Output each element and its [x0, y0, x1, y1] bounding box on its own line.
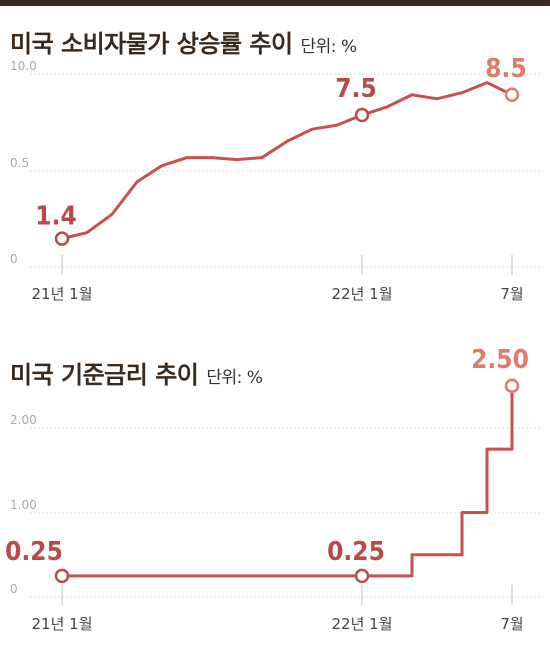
data-label: 8.5	[485, 54, 526, 84]
data-label: 0.25	[5, 537, 63, 567]
y-tick-label: 10.0	[10, 59, 37, 73]
data-point-marker	[354, 568, 370, 584]
x-tick-label: 21년 1월	[32, 615, 93, 633]
interest-rate-step-chart: 2.00 1.00 0 21년 1월 22년 1월 7월 0.25 0.25 2.50	[5, 345, 540, 633]
x-tick-label: 21년 1월	[32, 285, 93, 303]
top-bar	[0, 0, 550, 6]
x-tick-label: 7월	[500, 285, 523, 303]
data-label: 0.25	[327, 537, 385, 567]
cpi-unit-label: 단위: %	[300, 37, 358, 57]
rate-title-text: 미국 기준금리 추이	[10, 361, 199, 389]
data-point-marker	[54, 231, 70, 246]
x-tick-label: 7월	[500, 615, 523, 633]
data-label: 7.5	[335, 74, 376, 104]
data-label: 1.4	[35, 202, 76, 232]
x-tick-label: 22년 1월	[332, 285, 393, 303]
series-line	[62, 385, 514, 578]
data-point-marker	[354, 107, 370, 123]
series-line	[61, 81, 513, 241]
y-tick-label: 0	[10, 582, 18, 596]
data-point-marker	[504, 87, 520, 102]
y-tick-label: 0	[10, 252, 18, 266]
data-point-marker	[54, 568, 70, 584]
cpi-title-text: 미국 소비자물가 상승률 추이	[10, 30, 293, 58]
data-label: 2.50	[471, 345, 529, 375]
x-tick-label: 22년 1월	[332, 615, 393, 633]
rate-unit-label: 단위: %	[206, 368, 263, 388]
rate-chart-title: 미국 기준금리 추이 단위: %	[10, 355, 263, 390]
cpi-line-chart: 10.0 0.5 0 21년 1월 22년 1월 7월 1.4 7.5 8.5	[10, 54, 540, 303]
y-tick-label: 1.00	[10, 498, 37, 512]
y-tick-label: 2.00	[10, 413, 37, 427]
y-tick-label: 0.5	[10, 156, 29, 170]
cpi-chart-title: 미국 소비자물가 상승률 추이 단위: %	[10, 24, 357, 59]
data-point-marker	[504, 378, 520, 393]
